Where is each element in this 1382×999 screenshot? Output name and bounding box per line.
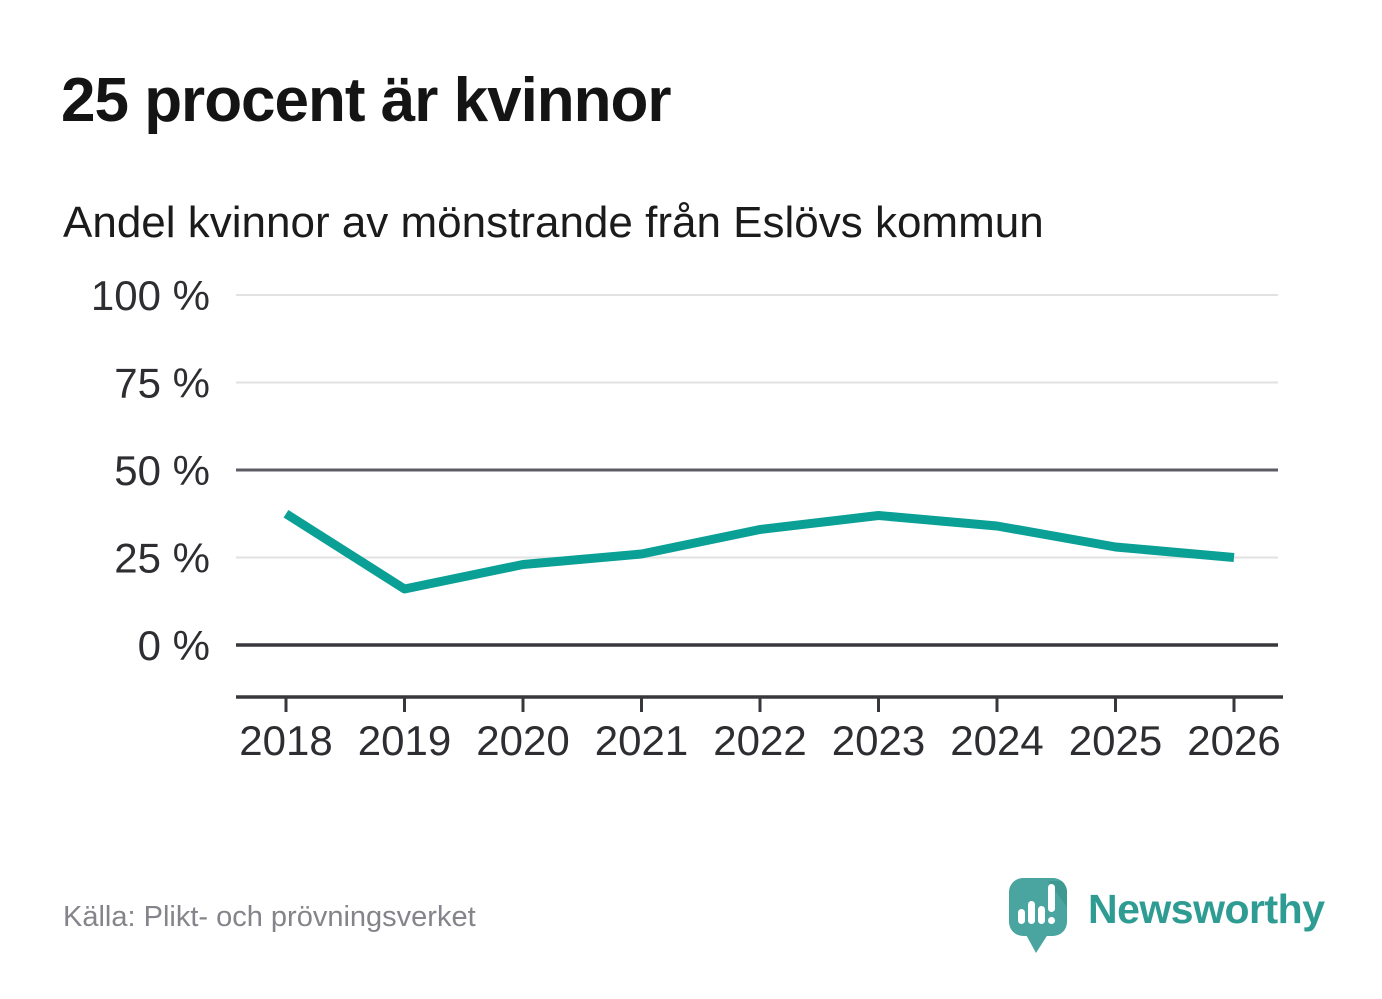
x-axis-label: 2023 [832, 717, 925, 764]
y-axis-label: 75 % [114, 360, 210, 407]
y-axis-label: 0 % [138, 622, 210, 669]
chart-title: 25 procent är kvinnor [61, 66, 672, 135]
chart-subtitle: Andel kvinnor av mönstrande från Eslövs … [63, 198, 1044, 247]
x-axis-label: 2025 [1069, 717, 1162, 764]
logo-mark-icon [1009, 878, 1067, 953]
data-line-andel-kvinnor [283, 509, 1235, 594]
y-axis-label: 100 % [91, 272, 210, 319]
x-axis-label: 2019 [358, 717, 451, 764]
x-axis-label: 2020 [476, 717, 569, 764]
x-axis-label: 2022 [713, 717, 806, 764]
y-axis-label: 50 % [114, 447, 210, 494]
y-axis-label: 25 % [114, 535, 210, 582]
x-axis-label: 2021 [595, 717, 688, 764]
logo-wordmark: Newsworthy [1088, 886, 1325, 932]
newsworthy-logo: Newsworthy [1008, 877, 1325, 957]
x-axis-label: 2018 [239, 717, 332, 764]
x-axis-label: 2024 [950, 717, 1043, 764]
source-note: Källa: Plikt- och prövningsverket [63, 901, 476, 933]
x-axis-label: 2026 [1187, 717, 1280, 764]
